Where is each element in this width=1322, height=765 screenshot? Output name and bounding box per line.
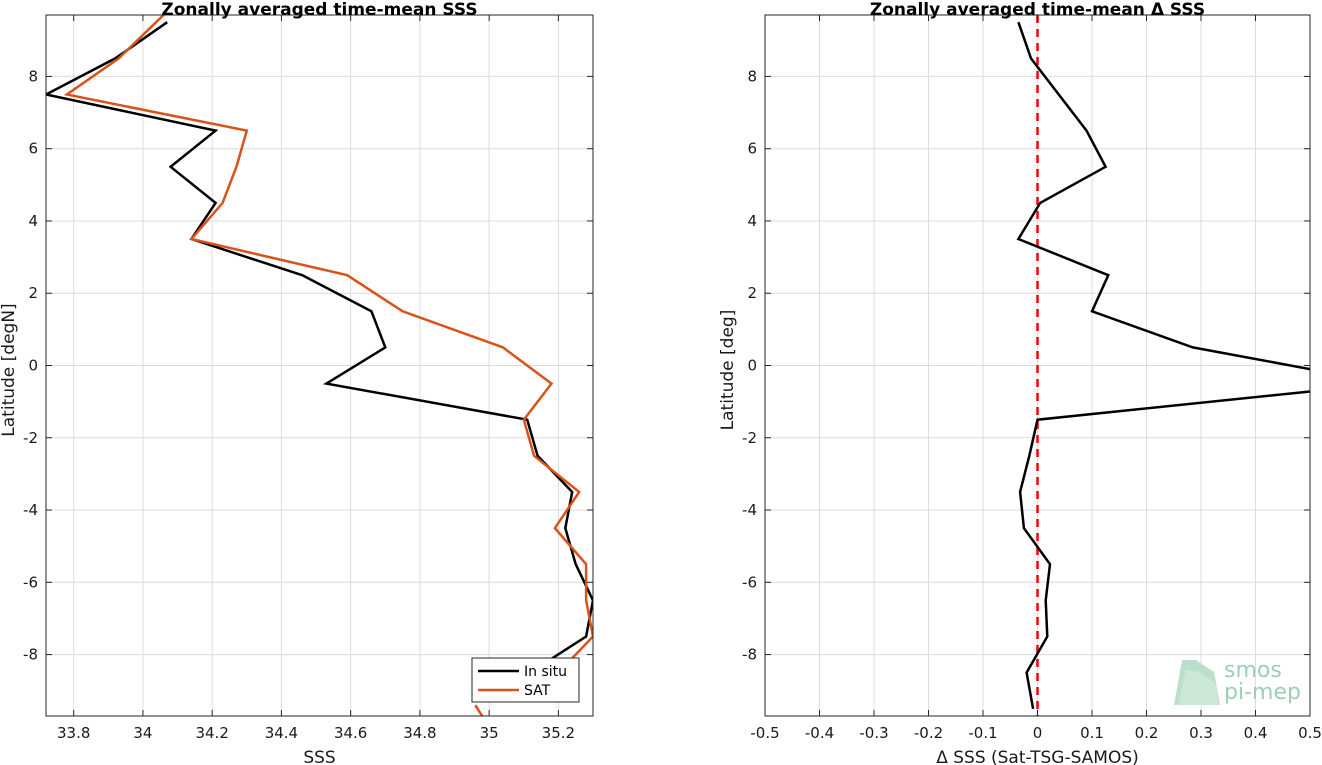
legend-insitu-label: In situ <box>524 664 567 680</box>
right-ytick-label: -8 <box>742 646 757 664</box>
right-ticks: -0.5 -0.4 -0.3 -0.2 -0.1 0 0.1 0.2 0.3 0.4 0.5 -8 -6… <box>742 15 1322 742</box>
left-series <box>46 15 593 716</box>
right-xtick-label: 0.3 <box>1189 724 1213 742</box>
right-series <box>1016 15 1310 716</box>
right-ylabel: Latitude [deg] <box>718 310 738 431</box>
left-title: Zonally averaged time-mean SSS <box>161 0 477 20</box>
left-ytick-label: -4 <box>23 501 38 519</box>
logo-line2: pi-mep <box>1224 680 1301 705</box>
right-xtick-label: 0 <box>1033 724 1043 742</box>
left-series-tail-sat <box>474 704 484 716</box>
logo-line1: smos <box>1224 658 1282 683</box>
legend-box <box>471 657 580 703</box>
left-ylabel: Latitude [degN] <box>0 303 19 436</box>
smos-pi-mep-logo: smos pi-mep <box>1174 658 1301 705</box>
legend: In situ SAT <box>471 657 580 703</box>
left-xtick-label: 34.8 <box>403 724 436 742</box>
right-panel: smos pi-mep -0.5 -0.4 -0.3 -0.2 -0.1 0 0.1 0.2 0… <box>718 0 1322 765</box>
left-ytick-label: 2 <box>28 284 38 302</box>
right-xtick-label: -0.5 <box>750 724 779 742</box>
left-ticks: 33.8 34 34.2 34.4 34.6 34.8 35 35.2 -8 -6 -4 -2 0 2 4 6… <box>23 15 593 742</box>
left-xtick-label: 34 <box>133 724 152 742</box>
right-xlabel: Δ SSS (Sat-TSG-SAMOS) <box>936 748 1139 765</box>
right-ytick-label: 4 <box>747 212 757 230</box>
right-xtick-label: -0.1 <box>968 724 997 742</box>
right-xtick-label: 0.4 <box>1244 724 1268 742</box>
left-xtick-label: 34.4 <box>265 724 298 742</box>
right-series-line-series-0 <box>1016 21 1310 710</box>
left-ytick-label: 4 <box>28 212 38 230</box>
right-xtick-label: 0.5 <box>1298 724 1322 742</box>
right-ytick-label: -6 <box>742 573 757 591</box>
right-xtick-label: 0.2 <box>1135 724 1159 742</box>
logo-mark-layer <box>1178 670 1219 705</box>
right-ytick-label: -2 <box>742 429 757 447</box>
left-ytick-label: -6 <box>23 573 38 591</box>
legend-sat-label: SAT <box>524 683 551 699</box>
right-ytick-label: 0 <box>747 357 757 375</box>
right-ytick-label: -4 <box>742 501 757 519</box>
left-xtick-label: 33.8 <box>57 724 90 742</box>
left-series-line-in-situ <box>46 21 593 667</box>
right-xtick-label: -0.4 <box>805 724 834 742</box>
right-title: Zonally averaged time-mean Δ SSS <box>870 0 1205 20</box>
left-ytick-label: 8 <box>28 67 38 85</box>
left-ytick-label: -2 <box>23 429 38 447</box>
right-ytick-label: 8 <box>747 67 757 85</box>
right-xtick-label: -0.2 <box>914 724 943 742</box>
left-xtick-label: 35 <box>480 724 499 742</box>
left-series-line-sat <box>63 15 593 674</box>
left-ytick-label: -8 <box>23 646 38 664</box>
right-xtick-label: -0.3 <box>859 724 888 742</box>
left-xtick-label: 35.2 <box>542 724 575 742</box>
left-ytick-label: 6 <box>28 140 38 158</box>
left-ytick-label: 0 <box>28 357 38 375</box>
left-xtick-label: 34.6 <box>334 724 367 742</box>
right-xtick-label: 0.1 <box>1080 724 1104 742</box>
left-panel: 33.8 34 34.2 34.4 34.6 34.8 35 35.2 -8 -6 -4 -2 0 2 4 6… <box>0 0 594 765</box>
right-ytick-label: 6 <box>747 140 757 158</box>
left-xlabel: SSS <box>303 748 335 765</box>
right-ytick-label: 2 <box>747 284 757 302</box>
left-xtick-label: 34.2 <box>195 724 228 742</box>
